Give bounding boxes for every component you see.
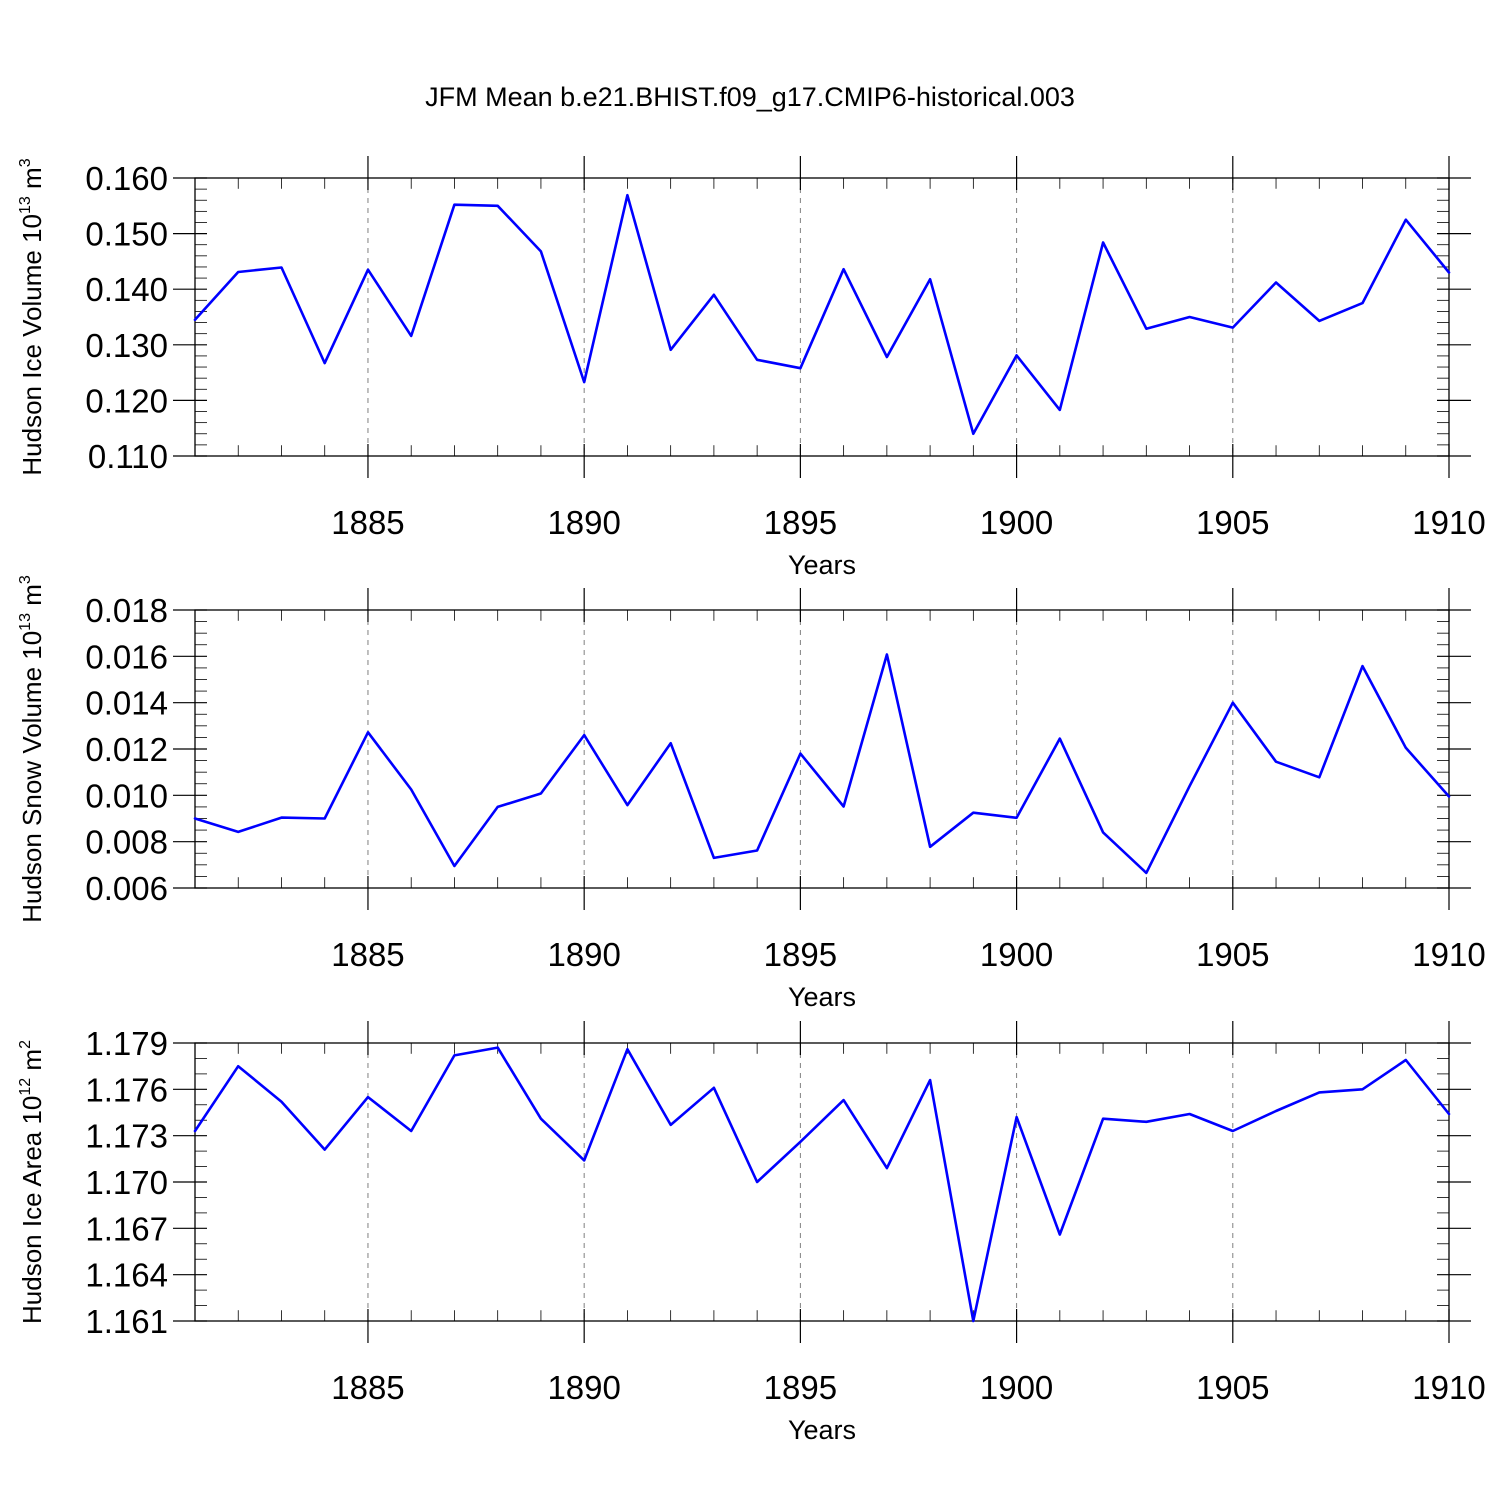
series-line	[193, 193, 1451, 436]
x-tick-label: 1890	[547, 936, 620, 973]
y-tick-label: 1.164	[85, 1257, 168, 1294]
y-axis-label-unit-exponent: 2	[17, 1040, 34, 1049]
x-tick-label: 1890	[547, 504, 620, 541]
x-tick-label: 1905	[1196, 936, 1269, 973]
panel-1: 0.110 0.120 0.130 0.140 0.150 0.160 1885 1890 18…	[17, 156, 1486, 580]
plot-frame	[194, 177, 1450, 457]
y-tick-label: 0.018	[85, 592, 168, 629]
x-tick-label: 1910	[1412, 1369, 1485, 1406]
y-tick-label: 0.110	[88, 438, 168, 475]
x-tick-label: 1900	[980, 504, 1053, 541]
y-tick-label: 0.140	[85, 271, 168, 308]
plot-frame	[194, 1042, 1450, 1322]
y-tick-label: 1.167	[85, 1210, 168, 1247]
y-tick-label: 0.014	[85, 685, 168, 722]
y-tick-label: 0.150	[85, 216, 168, 253]
y-axis-label-exponent: 12	[17, 1078, 34, 1096]
x-tick-label: 1900	[980, 936, 1053, 973]
panel-2: 0.006 0.008 0.010 0.012 0.014 0.016 0.018 1885 1…	[17, 575, 1486, 1012]
y-tick-label: 0.006	[85, 870, 168, 907]
y-tick-label: 0.160	[85, 160, 168, 197]
x-tick-label: 1885	[331, 1369, 404, 1406]
y-axis-label: Hudson Ice Area 1012 m2	[17, 1040, 47, 1324]
y-tick-label: 0.010	[85, 777, 168, 814]
y-tick-label: 0.130	[85, 327, 168, 364]
y-axis-label-unit: m	[17, 1049, 47, 1078]
x-tick-label: 1890	[547, 1369, 620, 1406]
x-tick-label: 1895	[764, 936, 837, 973]
y-axis-label-exponent: 13	[17, 613, 34, 631]
y-axis-label-text: Hudson Snow Volume 10	[17, 631, 47, 923]
y-tick-label: 1.170	[85, 1164, 168, 1201]
y-axis-label-exponent: 13	[17, 196, 34, 214]
y-tick-label: 1.176	[85, 1071, 168, 1108]
y-tick-label: 1.179	[85, 1025, 168, 1062]
y-tick-label: 0.008	[85, 824, 168, 861]
x-tick-label: 1885	[331, 936, 404, 973]
x-tick-label: 1895	[764, 504, 837, 541]
y-axis-label-unit-exponent: 3	[17, 158, 34, 167]
y-axis-label: Hudson Ice Volume 1013 m3	[17, 158, 47, 475]
series-line	[193, 653, 1451, 875]
x-axis-label: Years	[788, 1415, 856, 1445]
x-tick-label: 1910	[1412, 936, 1485, 973]
y-tick-label: 1.173	[85, 1118, 168, 1155]
x-axis-label: Years	[788, 982, 856, 1012]
plot-frame	[194, 609, 1450, 889]
y-axis-label-unit-exponent: 3	[17, 575, 34, 584]
y-tick-label: 1.161	[85, 1303, 168, 1340]
series-line	[193, 1046, 1451, 1323]
panel-3: 1.161 1.164 1.167 1.170 1.173 1.176 1.179 1885 1…	[17, 1021, 1486, 1445]
y-axis-label: Hudson Snow Volume 1013 m3	[17, 575, 47, 923]
y-axis-label-text: Hudson Ice Area 10	[17, 1096, 47, 1324]
y-axis-label-unit: m	[17, 167, 47, 196]
x-tick-label: 1900	[980, 1369, 1053, 1406]
x-tick-label: 1895	[764, 1369, 837, 1406]
x-tick-label: 1885	[331, 504, 404, 541]
x-tick-label: 1910	[1412, 504, 1485, 541]
x-tick-label: 1905	[1196, 504, 1269, 541]
y-tick-label: 0.016	[85, 638, 168, 675]
y-axis-label-text: Hudson Ice Volume 10	[17, 214, 47, 476]
x-axis-label: Years	[788, 550, 856, 580]
x-tick-label: 1905	[1196, 1369, 1269, 1406]
y-tick-label: 0.120	[85, 382, 168, 419]
y-tick-label: 0.012	[85, 731, 168, 768]
y-axis-label-unit: m	[17, 584, 47, 613]
panels: 0.110 0.120 0.130 0.140 0.150 0.160 1885 1890 18…	[17, 156, 1486, 1445]
chart-title: JFM Mean b.e21.BHIST.f09_g17.CMIP6-histo…	[425, 82, 1075, 112]
